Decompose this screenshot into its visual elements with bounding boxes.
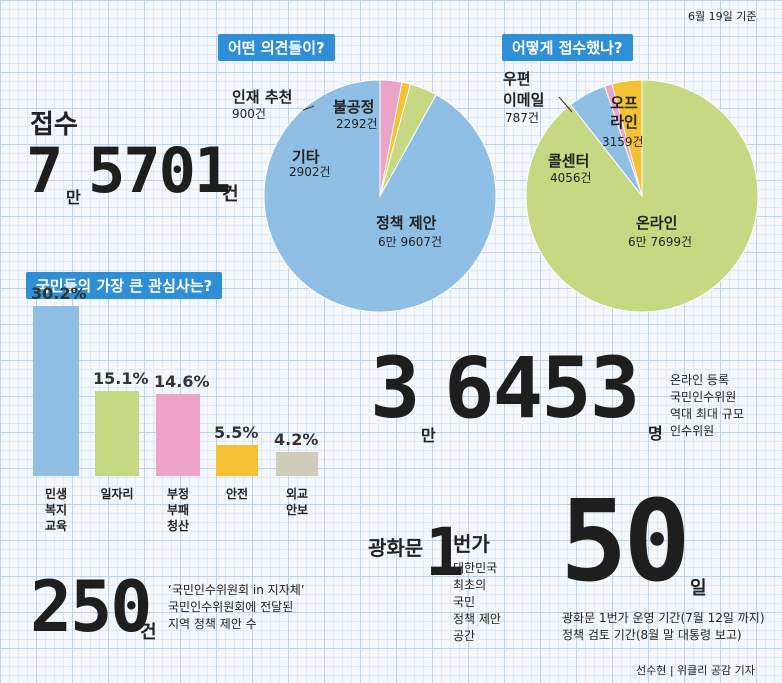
gwanghwamun-desc: 대한민국 최초의 국민 정책 제안 공간 — [453, 560, 501, 645]
gwanghwamun-desc-1: 대한민국 — [453, 561, 498, 575]
online-reg-unit: 명 — [648, 424, 663, 443]
pie2-leader-line — [558, 96, 573, 113]
local250-unit: 건 — [140, 622, 157, 643]
days50-desc-1: 광화문 1번가 운영 기간(7월 12일 까지) — [562, 611, 765, 625]
bar-category-label-2: 부정 부패 청산 — [166, 487, 190, 533]
interest-tag: 국민들의 가장 큰 관심사는? — [26, 272, 223, 299]
online-reg-desc: 온라인 등록 국민인수위원 역대 최대 규모 인수위원 — [670, 372, 744, 440]
receipts-title: 접수 — [30, 110, 78, 140]
pie1-slice-unfair — [379, 79, 403, 197]
method-pie — [525, 79, 759, 313]
pie1-label-talent: 인재 추천 — [232, 88, 293, 106]
pie1-value-policy: 6만 9607건 — [378, 235, 443, 249]
pie2-label-offline: 오프 라인 — [610, 94, 638, 131]
local250-number: 250 — [30, 566, 152, 648]
bar-value-label-2: 14.6% — [154, 371, 210, 391]
gwanghwamun-title: 광화문 — [368, 536, 424, 560]
gwanghwamun-unit: 번가 — [453, 532, 490, 556]
bar-category-label-0: 민생 복지 교육 — [44, 487, 68, 533]
local250-desc-3: 지역 정책 제안 수 — [168, 617, 257, 631]
pie2-label-online: 온라인 — [636, 214, 678, 232]
bar-value-label-1: 15.1% — [93, 369, 149, 388]
local250-desc-1: ‘국민인수위원회 in 지자체’ — [168, 583, 305, 597]
bar-1 — [95, 391, 139, 476]
bar-value-label-4: 4.2% — [274, 430, 319, 450]
pie2-value-online: 6만 7699건 — [628, 235, 693, 249]
receipts-unit: 건 — [222, 184, 239, 205]
online-reg-number-main: 3 — [370, 339, 421, 437]
pie1-leader-line — [302, 105, 315, 111]
days50-number: 50 — [560, 477, 691, 607]
pie1-value-etc: 2902건 — [289, 165, 331, 179]
pie1-label-policy: 정책 제안 — [376, 214, 437, 232]
local250-desc: ‘국민인수위원회 in 지자체’ 국민인수위원회에 전달된 지역 정책 제안 수 — [168, 582, 305, 633]
online-reg-desc-3: 역대 최대 규모 — [670, 407, 744, 421]
bar-category-label-1: 일자리 — [100, 487, 134, 501]
pie2-label-mail-line1: 우편 — [503, 70, 531, 88]
pie1-label-unfair: 불공정 — [333, 98, 375, 116]
pie2-slice-offline — [611, 79, 643, 197]
gwanghwamun-desc-2: 최초의 — [453, 578, 487, 592]
gwanghwamun-desc-5: 공간 — [453, 629, 476, 643]
bar-2 — [156, 393, 200, 476]
online-reg-man: 만 — [421, 426, 436, 445]
pie2-label-call: 콜센터 — [548, 152, 590, 170]
pie2-label-mail-line2: 이메일 — [503, 91, 545, 109]
pie1-label-etc: 기타 — [292, 148, 320, 166]
bar-category-label-4: 외교 안보 — [285, 487, 309, 517]
opinion-tag: 어떤 의견들이? — [218, 34, 335, 61]
receipts-man: 만 — [66, 188, 81, 207]
pie1-value-talent: 900건 — [232, 107, 266, 121]
bar-category-label-3: 안전 — [225, 487, 249, 501]
gwanghwamun-num: 1 — [425, 514, 465, 591]
pie1-value-unfair: 2292건 — [336, 117, 378, 131]
gwanghwamun-desc-4: 정책 제안 — [453, 612, 501, 626]
pie2-value-offline: 3159건 — [602, 135, 644, 149]
bar-4 — [276, 452, 318, 476]
credit: 선수현 | 위클리 공감 기자 — [636, 664, 755, 677]
receipts-number-main: 7 — [26, 134, 63, 207]
method-tag: 어떻게 접수했나? — [502, 34, 633, 61]
pie2-label-mail: 우편 — [503, 70, 531, 89]
days50-desc-2: 정책 검토 기간(8월 말 대통령 보고) — [562, 628, 742, 642]
online-reg-number-rest: 6453 — [444, 339, 640, 437]
date-note: 6월 19일 기준 — [688, 10, 757, 23]
receipts-number-rest: 5701 — [88, 134, 231, 207]
local250-desc-2: 국민인수위원회에 전달된 — [168, 600, 294, 614]
pie2-value-mail: 787건 — [505, 111, 539, 125]
opinion-pie — [263, 79, 497, 313]
days50-desc: 광화문 1번가 운영 기간(7월 12일 까지) 정책 검토 기간(8월 말 대… — [562, 610, 765, 644]
days50-unit: 일 — [690, 578, 707, 599]
pie2-value-call: 4056건 — [550, 171, 592, 185]
bar-3 — [216, 445, 258, 476]
online-reg-desc-2: 국민인수위원 — [670, 390, 737, 404]
bar-value-label-3: 5.5% — [214, 423, 259, 443]
online-reg-desc-4: 인수위원 — [670, 424, 715, 438]
gwanghwamun-desc-3: 국민 — [453, 595, 476, 609]
bar-value-label-0: 30.2% — [31, 284, 87, 303]
online-reg-desc-1: 온라인 등록 — [670, 373, 730, 387]
bar-0 — [33, 306, 79, 476]
